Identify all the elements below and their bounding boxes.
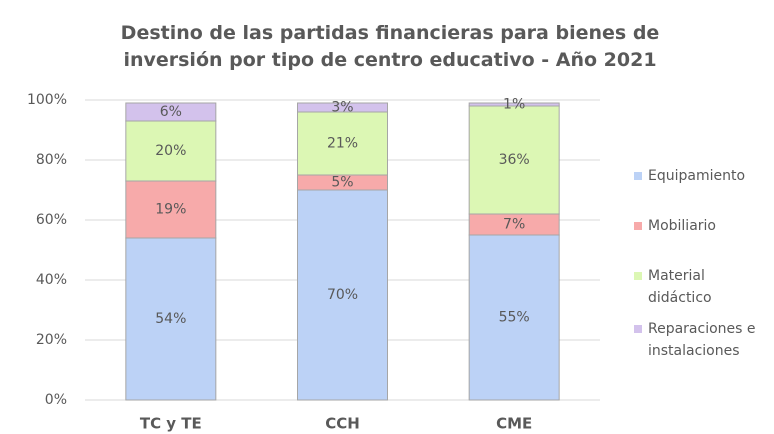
bar-segment — [468, 234, 560, 401]
data-label: 36% — [499, 152, 530, 168]
y-tick-label: 100% — [27, 92, 67, 108]
data-label: 55% — [499, 310, 530, 326]
legend-label: Reparaciones e instalaciones — [648, 321, 756, 359]
x-tick-label: CCH — [325, 415, 360, 433]
legend-swatch — [634, 172, 642, 180]
data-label: 54% — [155, 311, 186, 327]
data-label: 7% — [503, 217, 525, 233]
legend-label: Equipamiento — [648, 168, 746, 184]
bar-segment — [468, 105, 560, 215]
data-label: 1% — [503, 97, 525, 113]
y-tick-label: 0% — [45, 392, 67, 408]
data-label: 21% — [327, 136, 358, 152]
x-tick-label: CME — [496, 415, 532, 433]
bar-segment — [125, 120, 217, 182]
data-label: 3% — [331, 100, 353, 116]
x-tick-label: TC y TE — [140, 415, 202, 433]
bar-segment — [297, 102, 388, 113]
legend-swatch — [634, 272, 642, 280]
data-label: 19% — [155, 202, 186, 218]
y-tick-label: 40% — [36, 272, 67, 288]
legend-label: Material didáctico — [648, 268, 712, 306]
chart-title: Destino de las partidas financieras para… — [120, 22, 660, 71]
data-label: 70% — [327, 287, 358, 303]
legend-swatch — [634, 325, 642, 333]
bar-segment — [125, 180, 217, 239]
data-label: 20% — [155, 143, 186, 159]
bar-segment — [297, 111, 388, 176]
legend-swatch — [634, 222, 642, 230]
data-label: 6% — [160, 104, 182, 120]
bar-segment — [297, 189, 388, 401]
y-tick-label: 80% — [36, 152, 67, 168]
bar-segment — [468, 102, 560, 107]
bar-segment — [125, 237, 217, 401]
y-tick-label: 20% — [36, 332, 67, 348]
y-tick-label: 60% — [36, 212, 67, 228]
data-label: 5% — [331, 175, 353, 191]
legend-label: Mobiliario — [648, 218, 716, 234]
bar-segment — [125, 102, 217, 122]
